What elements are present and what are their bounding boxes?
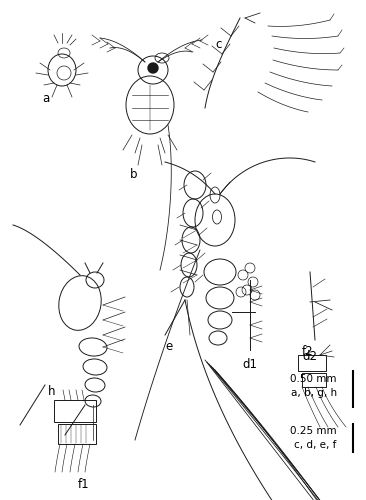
Text: c, d, e, f: c, d, e, f bbox=[294, 440, 337, 450]
Text: 0.25 mm: 0.25 mm bbox=[290, 426, 337, 436]
Circle shape bbox=[148, 63, 158, 73]
Text: f2: f2 bbox=[302, 345, 314, 358]
Bar bbox=[302, 373, 326, 387]
Text: d1: d1 bbox=[242, 358, 257, 371]
Text: d2: d2 bbox=[302, 350, 317, 363]
Text: f1: f1 bbox=[78, 478, 90, 491]
Text: e: e bbox=[165, 340, 172, 353]
Bar bbox=[54, 400, 96, 422]
Text: a: a bbox=[42, 92, 49, 105]
Text: 0.50 mm: 0.50 mm bbox=[290, 374, 337, 384]
Text: c: c bbox=[215, 38, 221, 51]
Text: a, b, g, h: a, b, g, h bbox=[291, 388, 337, 398]
Bar bbox=[58, 424, 96, 444]
Bar bbox=[298, 355, 326, 371]
Text: b: b bbox=[130, 168, 138, 181]
Text: h: h bbox=[48, 385, 56, 398]
